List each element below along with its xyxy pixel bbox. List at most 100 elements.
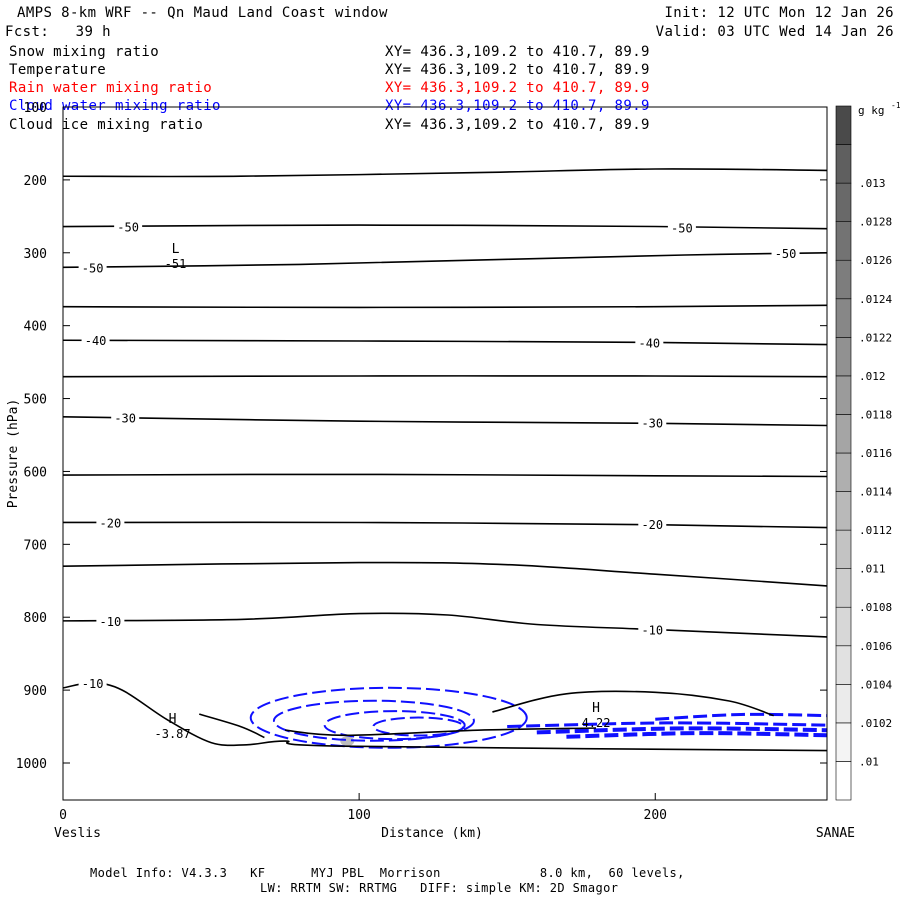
cloud-water-contour-1: [272, 699, 475, 742]
plot-frame: [62, 106, 828, 801]
colorbar-label-5: .011: [859, 563, 886, 576]
field-xy-cloud-ice: XY= 436.3,109.2 to 410.7, 89.9: [385, 117, 650, 133]
temperature-contour-9: [63, 561, 827, 587]
contour-label-bg-8-1: [638, 516, 667, 530]
cloud-water-band-0: [507, 721, 827, 729]
contour-label-10-1: -10: [641, 624, 663, 638]
contour-label-4-0: -40: [85, 334, 107, 348]
contour-label-1-1: -50: [671, 221, 693, 235]
cloud-water-contour-2: [323, 710, 466, 741]
plot-area: -50 -50 -50 -50 -40 -40 -30 -30 -20 -20 -10 -10 -10 L…: [63, 168, 827, 752]
extremum-H-2: H: [592, 701, 600, 716]
cloud-water-band-3: [655, 712, 827, 721]
x-tick-label-200: 200: [644, 808, 667, 823]
contour-label-2-0: -50: [82, 261, 104, 275]
temperature-contour-6: [63, 415, 827, 427]
colorbar-label-9: .0118: [859, 408, 892, 421]
colorbar-label-6: .0112: [859, 524, 892, 537]
temperature-contour-0: [63, 168, 827, 178]
init-time: Init: 12 UTC Mon 12 Jan 26: [664, 5, 894, 21]
colorbar-label-3: .0106: [859, 640, 892, 653]
field-name-rain: Rain water mixing ratio: [9, 80, 213, 96]
y-tick-label-900: 900: [24, 684, 47, 699]
cloud-water-band-2: [566, 731, 827, 739]
y-tick-label-500: 500: [24, 393, 47, 408]
y-tick-label-700: 700: [24, 538, 47, 553]
contour-label-bg-8-0: [96, 515, 125, 529]
colorbar-swatch-5: [835, 568, 852, 608]
contour-label-6-0: -30: [114, 412, 136, 426]
colorbar-label-13: .0126: [859, 254, 892, 267]
colorbar-label-0: .01: [859, 755, 879, 768]
colorbar-label-15: .013: [859, 177, 886, 190]
x-axis-label: Distance (km): [381, 826, 483, 841]
y-tick-label-300: 300: [24, 247, 47, 262]
colorbar-swatch-11: [835, 337, 852, 377]
field-xy-snow: XY= 436.3,109.2 to 410.7, 89.9: [385, 44, 650, 60]
model-info-line-1: Model Info: V4.3.3 KF MYJ PBL Morrison 8…: [90, 866, 685, 880]
contour-label-bg-1-0: [114, 219, 143, 233]
contour-label-bg-10-0: [96, 613, 125, 627]
contour-label-bg-10-1: [638, 622, 667, 636]
extremum-value-0: -51: [165, 257, 187, 271]
temperature-contour-2: [63, 252, 827, 269]
colorbar-label-11: .0122: [859, 331, 892, 344]
colorbar-swatch-13: [835, 259, 852, 300]
temperature-contour-3: [63, 304, 827, 309]
field-name-cloud-water: Cloud water mixing ratio: [9, 98, 221, 114]
temperature-contour-1: [63, 224, 827, 230]
y-tick-label-800: 800: [24, 611, 47, 626]
contour-label-bg-2-0: [78, 260, 107, 274]
contour-label-bg-4-0: [81, 333, 110, 347]
colorbar-swatch-1: [835, 722, 852, 762]
y-tick-label-100: 100: [24, 101, 47, 116]
colorbar-label-4: .0108: [859, 601, 892, 614]
field-name-cloud-ice: Cloud ice mixing ratio: [9, 117, 204, 133]
forecast-hour: Fcst: 39 h: [5, 24, 111, 40]
colorbar-label-10: .012: [859, 370, 886, 383]
contour-label-bg-1-1: [667, 220, 696, 234]
temperature-contour-8: [63, 521, 827, 529]
colorbar-swatch-3: [835, 645, 852, 685]
contour-label-8-1: -20: [641, 518, 663, 532]
temperature-contour-surface-a: [198, 713, 265, 739]
cloud-water-band-1: [536, 726, 827, 735]
colorbar-swatch-2: [835, 684, 852, 724]
colorbar-swatch-9: [835, 414, 852, 454]
contour-label-2-1: -50: [775, 247, 797, 261]
temperature-contour-11: [63, 681, 827, 752]
contour-label-bg-11-0: [78, 675, 107, 689]
colorbar-swatch-16: [835, 144, 852, 184]
contour-label-bg-2-1: [771, 245, 800, 259]
cloud-water-contour-0: [249, 686, 528, 749]
colorbar-swatch-0: [835, 761, 852, 801]
extremum-value-1: -3.87: [155, 727, 191, 741]
model-info-line-2: LW: RRTM SW: RRTMG DIFF: simple KM: 2D S…: [260, 881, 619, 895]
colorbar-swatch-7: [835, 491, 852, 531]
plot-title: AMPS 8-km WRF -- Qn Maud Land Coast wind…: [17, 5, 388, 21]
temperature-contour-surface-b: [285, 727, 597, 737]
colorbar-label-2: .0104: [859, 678, 892, 691]
contour-label-bg-6-1: [638, 415, 667, 429]
extremum-H-1: H: [169, 712, 177, 727]
colorbar-swatch-4: [835, 606, 852, 647]
field-xy-cloud-water: XY= 436.3,109.2 to 410.7, 89.9: [385, 98, 650, 114]
valid-time: Valid: 03 UTC Wed 14 Jan 26: [655, 24, 894, 40]
contour-label-4-1: -40: [638, 336, 660, 350]
cloud-water-contours: [249, 686, 827, 749]
temperature-contour-5: [63, 375, 827, 378]
colorbar-swatch-15: [835, 182, 852, 222]
temperature-contour-10: [63, 612, 827, 638]
colorbar-label-7: .0114: [859, 486, 892, 499]
y-tick-label-600: 600: [24, 465, 47, 480]
x-tick-label-100: 100: [347, 808, 370, 823]
field-name-snow: Snow mixing ratio: [9, 44, 160, 60]
x-end-label-right: SANAE: [816, 826, 855, 841]
x-end-label-left: Veslis: [54, 826, 101, 841]
x-tick-label-0: 0: [59, 808, 67, 823]
contour-labels: -50 -50 -50 -50 -40 -40 -30 -30 -20 -20 -10 -10 -10: [78, 219, 800, 691]
y-tick-label-200: 200: [24, 174, 47, 189]
colorbar-unit-exponent: -1: [891, 101, 900, 110]
colorbar-label-1: .0102: [859, 717, 892, 730]
